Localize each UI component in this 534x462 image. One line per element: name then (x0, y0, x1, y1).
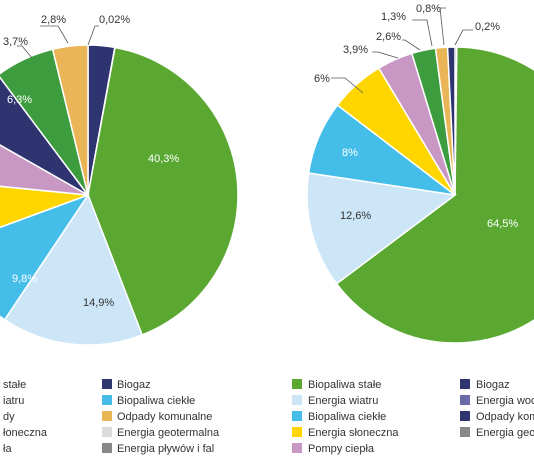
legend-item-energia-wiatru: Energia wiatru (292, 395, 378, 407)
legend-label: Odpady kom (476, 411, 534, 423)
callout-line (17, 45, 33, 59)
legend-swatch (460, 427, 470, 437)
legend-swatch (102, 427, 112, 437)
legend-label: Energia wod (476, 395, 534, 407)
legend-label: Pompy ciepła (308, 443, 375, 455)
callout-line (40, 25, 69, 44)
legend-item-odpady-kom: Odpady kom (460, 411, 534, 423)
legend-item-biopaliwa-stale: Biopaliwa stałe (292, 379, 381, 391)
legend-item-pompy-ciepla: Pompy ciepła (292, 443, 375, 455)
legend-label: ła (3, 443, 12, 455)
legend-swatch (460, 379, 470, 389)
legend-item-energia-plywow-i-fal: Energia pływów i fal (102, 443, 214, 455)
legend-label: Biopaliwa ciekłe (308, 411, 386, 423)
legend-item-iatru: iatru (3, 395, 24, 407)
slice-value-label: 6,3% (7, 94, 32, 106)
legend-swatch (292, 411, 302, 421)
legend-label: Biopaliwa ciekłe (117, 395, 195, 407)
callout-line (87, 25, 99, 46)
callout-line (412, 19, 433, 47)
pie-slice-energia-sloneczna (0, 185, 89, 229)
slice-value-label: 14,9% (83, 297, 114, 309)
legend-label: Biopaliwa stałe (308, 379, 381, 391)
slice-value-label: 0,2% (475, 21, 500, 33)
pie-chart-left: 2,8% 0,02% 40,3% 14,9% 9,8% 6,3% 3,7% (0, 14, 239, 346)
slice-value-label: 64,5% (487, 218, 518, 230)
pie-slice-energia-wiatru (306, 172, 457, 285)
legend-label: Odpady komunalne (117, 411, 212, 423)
pie-slice-biopaliwa-stale (87, 46, 239, 336)
pie-slice-biogaz (446, 46, 456, 196)
legend-swatch (102, 443, 112, 453)
slice-value-label: 0,02% (99, 14, 130, 26)
legend-item-odpady-komunalne: Odpady komunalne (102, 411, 212, 423)
legend-item-biogaz: Biogaz (102, 379, 151, 391)
slice-value-label: 12,6% (340, 210, 371, 222)
legend-left: stałe Biogaz iatru Biopaliwa ciekłe dy Odpady… (3, 379, 220, 455)
slice-value-label: 2,6% (376, 31, 401, 43)
slice-value-label: 40,3% (148, 153, 179, 165)
legend-item-stale: stałe (3, 379, 26, 391)
legend-label: Energia geotermalna (117, 427, 220, 439)
legend-item-loneczna: łoneczna (3, 427, 48, 439)
pie-slice-biopaliwa-ciekle (0, 193, 90, 321)
slice-value-label: 9,8% (12, 273, 37, 285)
legend-item-biogaz: Biogaz (460, 379, 510, 391)
legend-item-energia-geotermalna: Energia geotermalna (102, 427, 220, 439)
slice-value-label: 3,7% (3, 36, 28, 48)
legend-label: Energia wiatru (308, 395, 378, 407)
pie-slice-energia-plywow-i-fal (51, 44, 89, 196)
legend-label: Energia pływów i fal (117, 443, 214, 455)
callout-line (331, 77, 364, 94)
legend-swatch (102, 411, 112, 421)
callout-line (402, 39, 421, 51)
legend-swatch (292, 395, 302, 405)
legend-label: Energia geot (476, 427, 534, 439)
legend-item-energia-wod: Energia wod (460, 395, 534, 407)
legend-right: Biopaliwa stałe Biogaz Energia wiatru Energ… (292, 379, 534, 455)
callout-line (372, 51, 399, 59)
slice-value-label: 3,9% (343, 44, 368, 56)
pie-slice-energia-wiatru (3, 193, 144, 346)
legend-swatch (292, 379, 302, 389)
legend-label: Biogaz (476, 379, 510, 391)
slice-value-label: 6% (314, 73, 330, 85)
legend-swatch (460, 411, 470, 421)
legend-item-energia-sloneczna: Energia słoneczna (292, 427, 399, 439)
callout-line (454, 29, 473, 46)
legend-item-biopaliwa-ciekle: Biopaliwa ciekłe (102, 395, 195, 407)
legend-item-la: ła (3, 443, 12, 455)
legend-swatch (292, 427, 302, 437)
legend-label: łoneczna (3, 427, 48, 439)
legend-item-energia-geot: Energia geot (460, 427, 534, 439)
legend-label: stałe (3, 379, 26, 391)
pie-slice-biopaliwa-stale (335, 46, 534, 344)
legend-item-dy: dy (3, 411, 15, 423)
pie-chart-right: 0,2% 64,5% 12,6% 8% 6% 3,9% 2,6% 1,3% 0,8% (306, 3, 534, 344)
legend-label: Energia słoneczna (308, 427, 399, 439)
slice-value-label: 2,8% (41, 14, 66, 26)
legend-swatch (102, 395, 112, 405)
legend-label: dy (3, 411, 15, 423)
callout-line (439, 7, 446, 46)
slice-value-label: 1,3% (381, 11, 406, 23)
legend-item-biopaliwa-ciekle: Biopaliwa ciekłe (292, 411, 386, 423)
slice-value-label: 8% (342, 147, 358, 159)
slice-value-label: 0,8% (416, 3, 441, 15)
legend-swatch (292, 443, 302, 453)
legend-label: iatru (3, 395, 24, 407)
legend-label: Biogaz (117, 379, 151, 391)
legend-swatch (102, 379, 112, 389)
legend-swatch (460, 395, 470, 405)
